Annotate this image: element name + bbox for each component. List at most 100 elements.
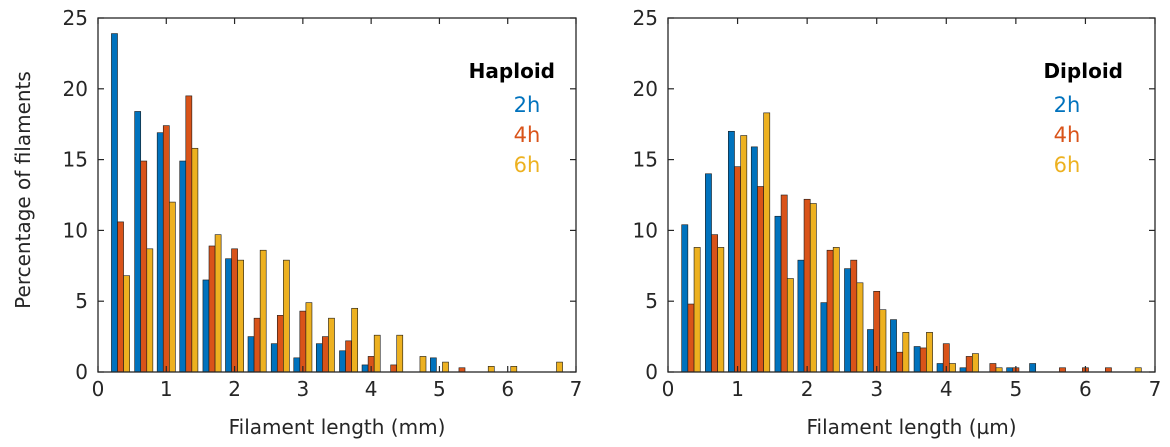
bar-4h-3	[185, 95, 193, 373]
bar-4h-6	[826, 249, 834, 373]
bar-2h-7	[844, 268, 851, 373]
x-tick-label: 5	[433, 377, 446, 401]
bar-4h-6	[253, 317, 261, 373]
bar-4h-2	[162, 125, 170, 373]
bar-4h-4	[780, 194, 788, 373]
bar-4h-3	[757, 186, 764, 373]
bar-6h-12	[396, 334, 404, 373]
bar-6h-4	[786, 278, 794, 373]
y-tick-label: 15	[633, 148, 658, 172]
bar-4h-7	[276, 315, 284, 373]
bar-6h-2	[169, 201, 176, 373]
x-tick-label: 0	[662, 377, 675, 401]
bar-2h-9	[315, 343, 323, 373]
bar-6h-5	[809, 203, 817, 373]
bar-4h-12	[390, 364, 398, 373]
x-tick-label: 3	[296, 377, 309, 401]
bar-2h-9	[890, 319, 897, 373]
bar-6h-12	[972, 353, 979, 373]
bar-2h-0	[111, 33, 118, 373]
y-tick-label: 25	[63, 6, 88, 30]
y-tick-label: 15	[63, 148, 88, 172]
bar-6h-7	[856, 282, 864, 373]
bar-6h-3	[763, 112, 771, 373]
y-tick-label: 0	[645, 360, 658, 384]
bar-4h-1	[711, 234, 719, 373]
bar-6h-9	[902, 332, 910, 373]
bar-4h-4	[208, 245, 216, 373]
x-tick-label: 4	[940, 377, 953, 401]
x-tick-label: 2	[801, 377, 814, 401]
legend-entry-6h: 6h	[1054, 153, 1081, 177]
bar-2h-8	[867, 329, 874, 373]
bar-6h-0	[123, 275, 130, 373]
bar-4h-10	[919, 347, 927, 373]
bar-6h-14	[442, 361, 449, 373]
bar-4h-1	[140, 160, 148, 373]
bar-6h-9	[328, 317, 335, 373]
bar-series-group	[681, 112, 1142, 373]
legend-entry-4h: 4h	[1054, 123, 1081, 147]
x-tick-label: 4	[365, 377, 378, 401]
x-tick-label: 5	[1009, 377, 1022, 401]
bar-2h-3	[750, 146, 758, 373]
bar-2h-2	[727, 130, 735, 373]
bar-2h-15	[1029, 363, 1037, 373]
bar-2h-2	[156, 132, 164, 373]
bar-4h-8	[299, 310, 307, 373]
bar-6h-5	[237, 259, 244, 373]
bar-4h-5	[803, 198, 811, 373]
bar-6h-10	[351, 307, 359, 373]
y-tick-label: 20	[633, 77, 658, 101]
bar-6h-6	[832, 247, 840, 373]
bar-series-group	[111, 33, 563, 373]
bar-6h-8	[305, 302, 313, 373]
bar-2h-5	[797, 259, 805, 373]
bar-2h-7	[270, 343, 278, 373]
x-axis-label: Filament length (mm)	[229, 415, 446, 439]
bar-6h-7	[283, 259, 290, 373]
y-tick-label: 5	[645, 289, 658, 313]
bar-6h-1	[717, 247, 725, 373]
bar-4h-0	[117, 221, 124, 373]
bar-6h-2	[740, 135, 748, 373]
bar-4h-10	[345, 340, 352, 373]
plot-frame	[667, 17, 1156, 373]
y-tick-label: 20	[63, 77, 88, 101]
x-tick-label: 0	[92, 377, 105, 401]
x-tick-label: 1	[731, 377, 744, 401]
bar-6h-8	[879, 309, 887, 373]
bar-6h-4	[214, 234, 222, 373]
bar-2h-10	[339, 350, 346, 373]
bar-6h-17	[510, 366, 518, 373]
bar-2h-1	[134, 111, 142, 373]
axis-ticks: 0 1 2 3 4 5 6 7 0 5 10 15 20 25	[63, 6, 583, 401]
legend: 2h 4h 6h	[1054, 93, 1081, 177]
x-tick-label: 3	[870, 377, 883, 401]
bar-6h-16	[487, 366, 495, 373]
x-tick-label: 2	[228, 377, 241, 401]
legend-entry-2h: 2h	[514, 93, 541, 117]
bar-2h-11	[936, 363, 944, 373]
bar-4h-2	[734, 166, 741, 373]
bar-6h-6	[259, 249, 267, 373]
bar-2h-8	[293, 357, 301, 373]
bar-6h-3	[191, 147, 199, 373]
y-tick-label: 10	[633, 218, 658, 242]
legend-entry-2h: 2h	[1054, 93, 1081, 117]
axis-ticks: 0 1 2 3 4 5 6 7 0 5 10 15 20 25	[633, 6, 1162, 401]
bar-2h-5	[225, 258, 232, 373]
bar-4h-13	[989, 363, 997, 373]
bar-4h-7	[850, 259, 858, 373]
bar-2h-6	[820, 302, 828, 373]
bar-6h-13	[419, 356, 427, 373]
bar-4h-12	[965, 356, 973, 373]
bar-2h-14	[430, 357, 437, 373]
bar-4h-8	[873, 290, 881, 373]
bar-2h-3	[179, 160, 187, 373]
bar-2h-1	[705, 173, 712, 373]
bar-6h-0	[693, 247, 701, 373]
